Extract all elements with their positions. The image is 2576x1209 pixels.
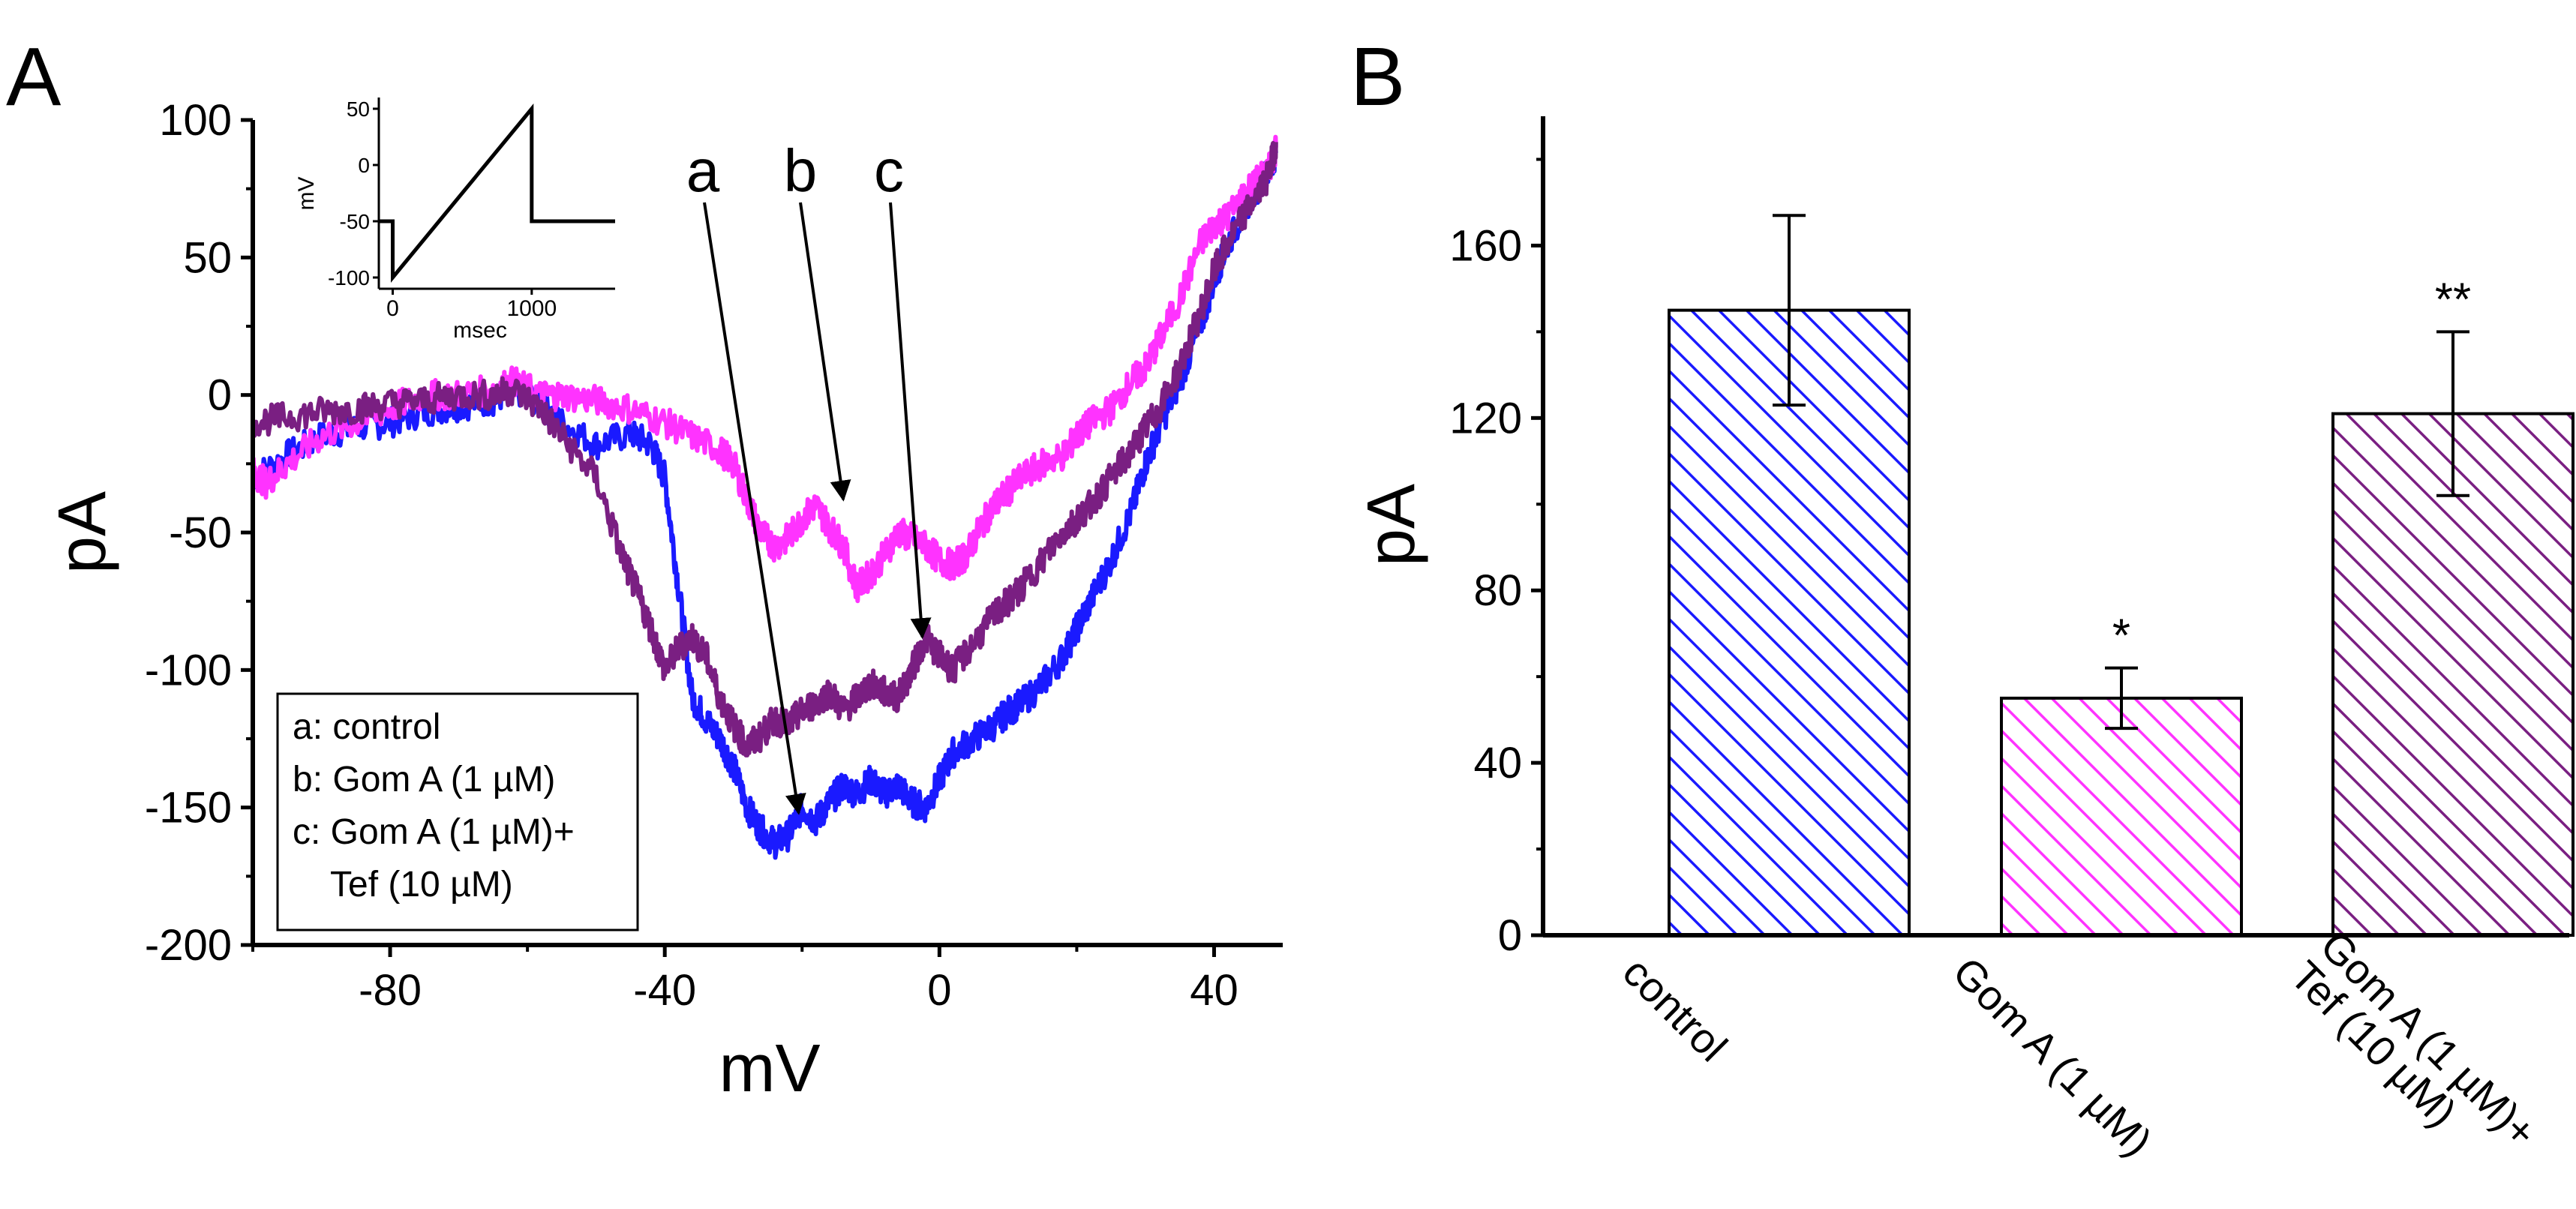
bar-y-tick-label: 40 (1473, 739, 1522, 788)
inset-y-tick-label: 0 (358, 154, 370, 177)
legend-line-control: a: control (293, 707, 440, 747)
inset-x-ticks: 0 1000 (386, 289, 557, 321)
inset-ramp-trace (379, 104, 615, 283)
bar-category-labels: control Gom A (1 µM) Gom A (1 µM)+Tef (10 … (1614, 922, 2547, 1166)
annotation-c-label: c (874, 137, 904, 204)
iv-y-tick-label: -50 (169, 508, 232, 557)
annotation-a-arrow (703, 202, 806, 815)
inset-x-tick-label: 0 (386, 296, 399, 321)
legend-line-tef: Tef (10 µM) (330, 865, 513, 904)
annotation-a-label: a (686, 137, 720, 204)
bar-gom-a (2000, 696, 2243, 937)
trace-gom-a (251, 134, 1278, 604)
bar-y-tick-label: 160 (1449, 221, 1522, 270)
category-label-gom-a: Gom A (1 µM) (1944, 948, 2162, 1166)
inset-y-tick-label: -100 (328, 266, 370, 290)
iv-y-tick-label: -200 (145, 921, 232, 970)
annotation-b-arrow (799, 202, 851, 502)
inset-y-axis-label: mV (294, 177, 319, 211)
inset-y-ticks: -100 -50 0 50 (328, 98, 379, 290)
trace-annotations: a b c (686, 137, 932, 815)
iv-x-tick-label: -40 (633, 966, 696, 1015)
iv-y-tick-label: 50 (183, 233, 232, 282)
legend-line-gom-a: b: Gom A (1 µM) (293, 760, 555, 800)
panel-a-label: A (6, 31, 62, 123)
iv-y-tick-label: 0 (208, 371, 232, 420)
iv-x-axis-label: mV (719, 1031, 821, 1106)
iv-y-tick-label: 100 (159, 96, 232, 145)
legend-box (276, 692, 639, 932)
bar-control (1668, 308, 1911, 937)
iv-y-tick-label: -150 (145, 784, 232, 832)
inset-y-tick-label: -50 (340, 210, 370, 233)
iv-x-tick-label: 40 (1190, 966, 1238, 1015)
protocol-inset: 0 1000 -100 -50 0 50 msec mV (294, 98, 615, 343)
iv-legend: a: control b: Gom A (1 µM) c: Gom A (1 µ… (276, 692, 639, 932)
panel-b-label: B (1350, 31, 1405, 123)
iv-chart: -80 -40 0 40 -200 -150 -100 -50 0 50 100 mV pA a … (45, 96, 1283, 1106)
bar-y-axis-label: pA (1354, 484, 1429, 566)
bar-gom-a-tef (2331, 412, 2574, 937)
bar-y-tick-label: 0 (1498, 911, 1522, 960)
iv-x-ticks: -80 -40 0 40 (251, 945, 1238, 1015)
bar-group: *** (1668, 214, 2574, 937)
legend-line-gom-a-tef: c: Gom A (1 µM)+ (293, 812, 575, 852)
trace-gom-a-tef (251, 141, 1278, 758)
category-label-control: control (1614, 948, 1737, 1070)
bar-y-tick-label: 80 (1473, 566, 1522, 615)
iv-series-group (251, 134, 1278, 860)
inset-y-tick-label: 50 (347, 98, 370, 121)
inset-x-axis-label: msec (453, 318, 507, 343)
bar-y-ticks: 0 40 80 120 160 (1449, 158, 1543, 960)
bar-y-tick-label: 120 (1449, 394, 1522, 442)
iv-x-tick-label: 0 (927, 966, 951, 1015)
iv-y-axis-label: pA (45, 491, 120, 574)
iv-y-ticks: -200 -150 -100 -50 0 50 100 (145, 96, 253, 970)
significance-gom-a: * (2112, 610, 2130, 662)
inset-x-tick-label: 1000 (506, 296, 557, 321)
annotation-b-label: b (784, 137, 818, 204)
iv-x-tick-label: -80 (359, 966, 422, 1015)
significance-gom-a-tef: ** (2435, 274, 2471, 326)
iv-y-tick-label: -100 (145, 646, 232, 694)
annotation-c-arrow (889, 202, 932, 640)
